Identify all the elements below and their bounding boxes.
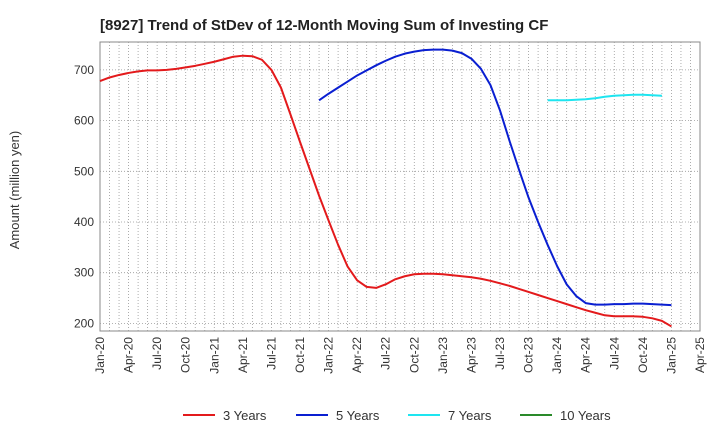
y-tick-label: 200 bbox=[74, 316, 94, 330]
series-line-7-years bbox=[547, 93, 662, 102]
x-tick-label: Oct-22 bbox=[407, 337, 421, 373]
y-tick-label: 600 bbox=[74, 114, 94, 128]
legend: 3 Years 5 Years 7 Years 10 Years bbox=[183, 408, 611, 423]
y-grid bbox=[100, 69, 700, 324]
x-tick-label: Jul-20 bbox=[150, 337, 164, 370]
series-lines bbox=[99, 48, 672, 328]
legend-label-7-years: 7 Years bbox=[448, 408, 492, 423]
x-grid bbox=[109, 42, 691, 331]
y-tick-labels: 200 300 400 500 600 700 bbox=[74, 63, 94, 331]
series-line-3-years bbox=[99, 54, 672, 328]
x-tick-label: Jan-25 bbox=[664, 337, 678, 374]
plot-area bbox=[99, 41, 701, 332]
x-tick-labels: Jan-20 Apr-20 Jul-20 Oct-20 Jan-21 Apr-21 Jul-… bbox=[93, 337, 707, 374]
y-tick-label: 400 bbox=[74, 215, 94, 229]
x-tick-label: Apr-25 bbox=[693, 337, 707, 373]
x-tick-label: Apr-20 bbox=[122, 337, 136, 373]
x-tick-label: Oct-23 bbox=[522, 337, 536, 373]
y-tick-label: 700 bbox=[74, 63, 94, 77]
legend-label-5-years: 5 Years bbox=[336, 408, 380, 423]
y-tick-label: 300 bbox=[74, 266, 94, 280]
x-tick-label: Jan-22 bbox=[322, 337, 336, 374]
legend-label-10-years: 10 Years bbox=[560, 408, 611, 423]
x-tick-label: Jan-21 bbox=[207, 337, 221, 374]
x-tick-label: Apr-21 bbox=[236, 337, 250, 373]
x-tick-label: Jul-24 bbox=[607, 337, 621, 370]
y-axis-label: Amount (million yen) bbox=[7, 131, 22, 250]
x-tick-label: Jan-23 bbox=[436, 337, 450, 374]
y-tick-label: 500 bbox=[74, 164, 94, 178]
x-tick-label: Jan-24 bbox=[550, 337, 564, 374]
x-tick-label: Jul-22 bbox=[379, 337, 393, 370]
x-tick-label: Oct-24 bbox=[636, 337, 650, 373]
legend-label-3-years: 3 Years bbox=[223, 408, 267, 423]
chart-title: [8927] Trend of StDev of 12-Month Moving… bbox=[100, 17, 548, 34]
x-tick-label: Jul-21 bbox=[264, 337, 278, 370]
x-tick-label: Oct-20 bbox=[179, 337, 193, 373]
x-tick-label: Jan-20 bbox=[93, 337, 107, 374]
x-tick-label: Apr-22 bbox=[350, 337, 364, 373]
x-tick-label: Apr-24 bbox=[579, 337, 593, 373]
x-tick-label: Jul-23 bbox=[493, 337, 507, 370]
series-line-5-years bbox=[318, 48, 672, 307]
x-tick-label: Oct-21 bbox=[293, 337, 307, 373]
x-tick-label: Apr-23 bbox=[464, 337, 478, 373]
